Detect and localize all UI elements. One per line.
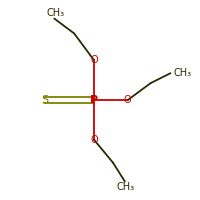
Text: O: O bbox=[90, 135, 98, 145]
Text: O: O bbox=[90, 55, 98, 65]
Text: CH₃: CH₃ bbox=[173, 68, 192, 78]
Text: P: P bbox=[90, 95, 98, 105]
Text: CH₃: CH₃ bbox=[46, 8, 64, 18]
Text: O: O bbox=[124, 95, 132, 105]
Text: CH₃: CH₃ bbox=[117, 182, 135, 192]
Text: S: S bbox=[41, 95, 48, 105]
